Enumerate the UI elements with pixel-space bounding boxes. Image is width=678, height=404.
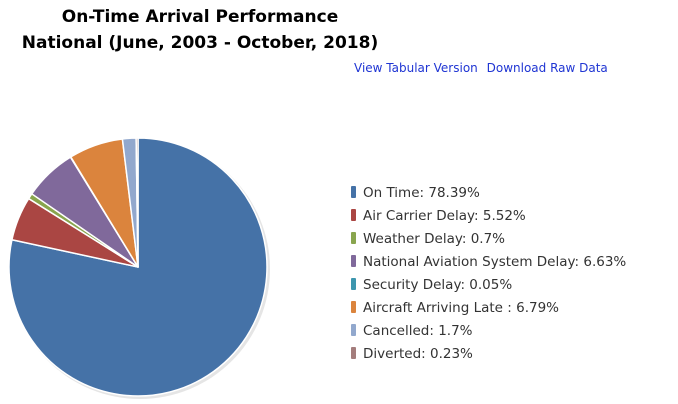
legend-symbol-diverted	[351, 347, 356, 359]
chart-title-line-1: On-Time Arrival Performance	[61, 7, 339, 27]
legend-symbol-cancelled	[351, 324, 356, 336]
legend-symbol-aircraft-arriving-late	[351, 301, 356, 313]
legend-item-weather-delay[interactable]: Weather Delay: 0.7%	[363, 231, 505, 247]
legend-symbol-on-time	[351, 186, 356, 198]
legend-item-air-carrier-delay[interactable]: Air Carrier Delay: 5.52%	[363, 208, 526, 224]
legend-item-security-delay[interactable]: Security Delay: 0.05%	[363, 277, 512, 293]
legend-item-cancelled[interactable]: Cancelled: 1.7%	[363, 323, 473, 339]
legend-item-national-aviation-system-delay[interactable]: National Aviation System Delay: 6.63%	[363, 254, 626, 270]
chart-title-line-2: National (June, 2003 - October, 2018)	[21, 33, 379, 53]
legend-symbol-national-aviation-system-delay	[351, 255, 356, 267]
legend-item-diverted[interactable]: Diverted: 0.23%	[363, 346, 473, 362]
legend-item-aircraft-arriving-late[interactable]: Aircraft Arriving Late : 6.79%	[363, 300, 559, 316]
legend-symbol-weather-delay	[351, 232, 356, 244]
pie-slice-on-time[interactable]	[8, 137, 268, 397]
view-tabular-link[interactable]: View Tabular Version	[354, 61, 478, 75]
download-raw-data-link[interactable]: Download Raw Data	[486, 61, 608, 75]
legend-symbol-security-delay	[351, 278, 356, 290]
chart-links: View Tabular Version Download Raw Data	[354, 61, 613, 75]
legend-item-on-time[interactable]: On Time: 78.39%	[363, 185, 480, 201]
pie-slice-diverted[interactable]	[135, 137, 139, 268]
legend-symbol-air-carrier-delay	[351, 209, 356, 221]
